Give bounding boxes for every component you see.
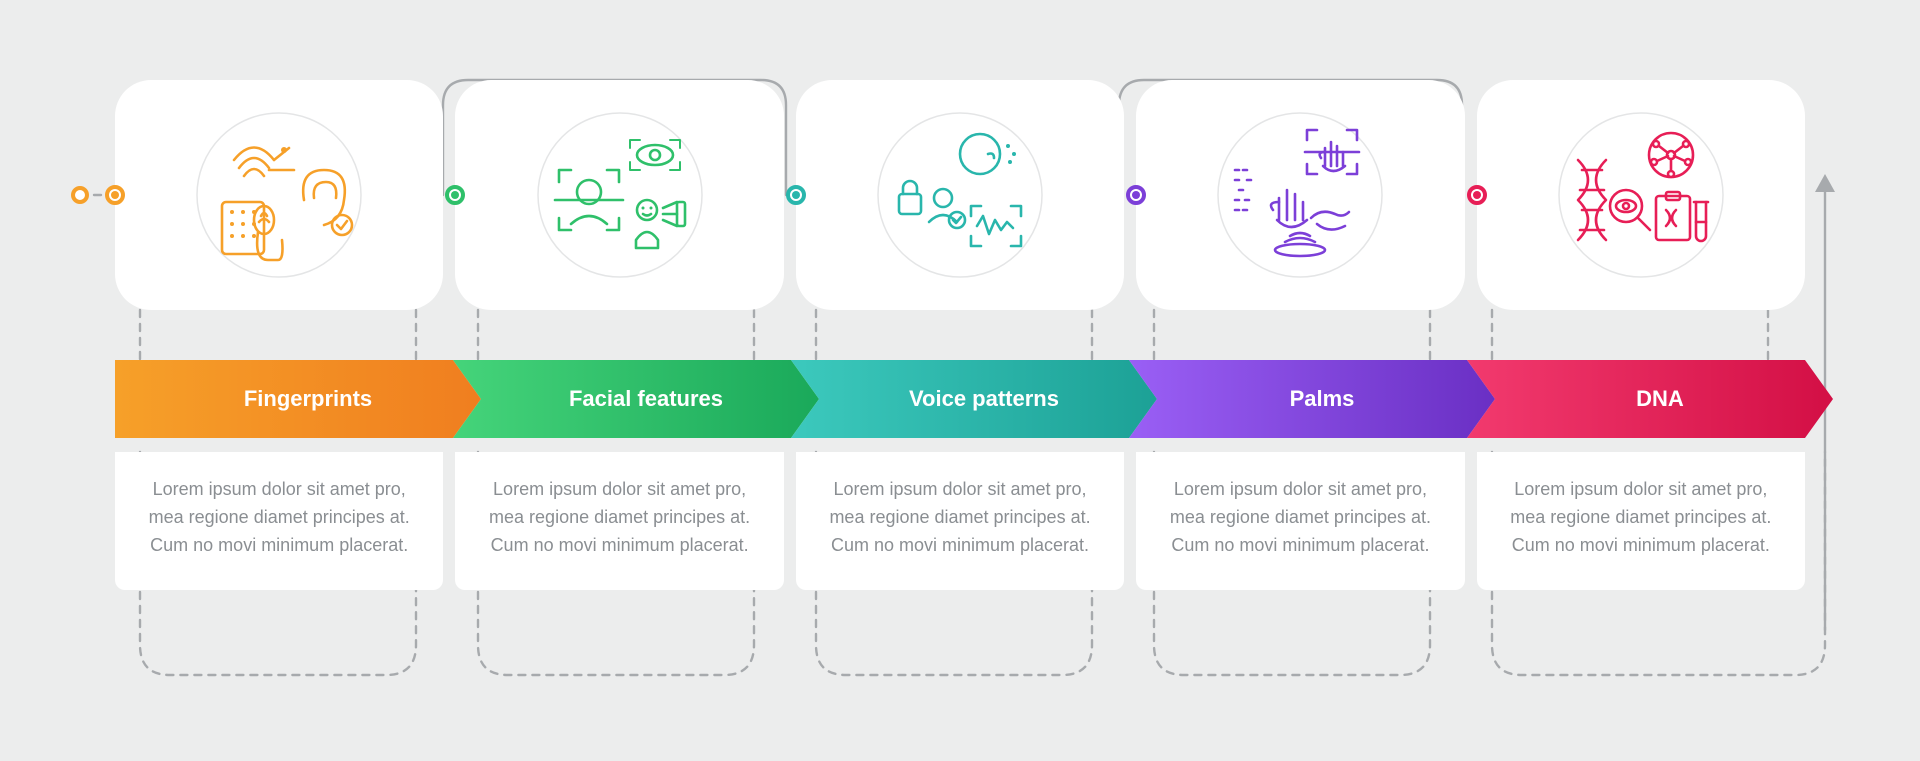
chevron-label: Voice patterns [791,360,1157,438]
chevron-dna: DNA [1467,360,1833,438]
desc-fingerprints: Lorem ipsum dolor sit amet pro, mea regi… [115,452,443,590]
infographic-stage: FingerprintsFacial featuresVoice pattern… [80,70,1840,690]
icon-card-row [115,80,1805,310]
step-dot [445,185,465,205]
card-fingerprints [115,80,443,310]
chevron-fingerprints: Fingerprints [115,360,481,438]
chevron-label: Palms [1129,360,1495,438]
desc-palms: Lorem ipsum dolor sit amet pro, mea regi… [1136,452,1464,590]
chevron-row: FingerprintsFacial featuresVoice pattern… [115,360,1805,438]
card-facial [455,80,783,310]
chevron-facial: Facial features [453,360,819,438]
step-dot [1126,185,1146,205]
desc-voice: Lorem ipsum dolor sit amet pro, mea regi… [796,452,1124,590]
description-row: Lorem ipsum dolor sit amet pro, mea regi… [115,452,1805,590]
chevron-label: Facial features [453,360,819,438]
card-voice [796,80,1124,310]
chevron-voice: Voice patterns [791,360,1157,438]
dna-icon [1556,110,1726,280]
card-palms [1136,80,1464,310]
chevron-label: Fingerprints [115,360,481,438]
start-dot [71,186,89,204]
chevron-palms: Palms [1129,360,1495,438]
card-dna [1477,80,1805,310]
chevron-label: DNA [1467,360,1833,438]
desc-facial: Lorem ipsum dolor sit amet pro, mea regi… [455,452,783,590]
step-dot [786,185,806,205]
desc-dna: Lorem ipsum dolor sit amet pro, mea regi… [1477,452,1805,590]
step-dot [105,185,125,205]
step-dot [1467,185,1487,205]
palm-icon [1215,110,1385,280]
fingerprint-icon [194,110,364,280]
face-scan-icon [535,110,705,280]
voice-icon [875,110,1045,280]
